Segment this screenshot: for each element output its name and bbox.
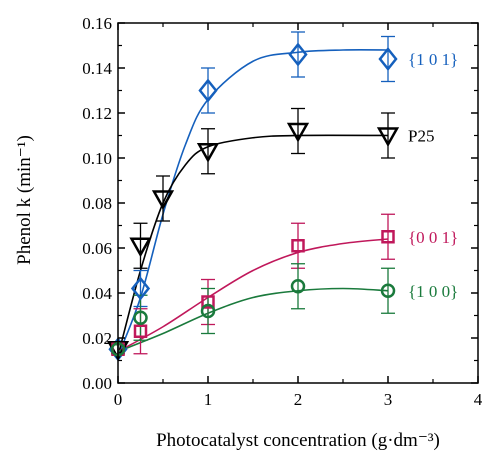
x-tick-label: 1 [204, 390, 213, 409]
y-axis-label: Phenol k (min⁻¹) [14, 135, 35, 265]
series-0-point [198, 78, 218, 103]
y-tick-label: 0.08 [82, 194, 112, 213]
y-tick-label: 0.04 [82, 284, 112, 303]
y-tick-label: 0.00 [82, 374, 112, 393]
x-tick-label: 4 [474, 390, 483, 409]
series-0-label: {1 0 1} [408, 50, 458, 69]
y-tick-label: 0.10 [82, 149, 112, 168]
series-2-point [291, 239, 305, 253]
fit-lines [117, 49, 389, 357]
series-3-point [200, 303, 216, 319]
series-1-point [129, 237, 152, 258]
series-3-point [133, 310, 148, 325]
series-3-label: {1 0 0} [408, 282, 458, 301]
y-tick-label: 0.16 [82, 14, 112, 33]
x-tick-label: 2 [294, 390, 303, 409]
x-axis-label: Photocatalyst concentration (g·dm⁻³) [156, 430, 440, 451]
series-1-point [196, 143, 220, 163]
series-1-label: P25 [408, 127, 434, 146]
series-2-point [201, 295, 215, 309]
markers [106, 42, 400, 362]
y-tick-label: 0.14 [82, 59, 112, 78]
y-tick-label: 0.06 [82, 239, 112, 258]
series-1-point [376, 127, 400, 148]
axes: 0 1 2 3 4 0.00 0.02 0.04 0.06 0.08 0.10 0.12 0.14 0.1… [82, 14, 483, 409]
x-tick-label: 3 [384, 390, 393, 409]
series-2-point [381, 230, 395, 244]
series-1-fit-line [117, 134, 389, 357]
error-bars [111, 31, 395, 355]
series-0-point [288, 42, 308, 67]
series-3-point [380, 283, 396, 298]
series-1-point [151, 190, 175, 211]
y-tick-label: 0.12 [82, 104, 112, 123]
series-0-fit-line [117, 49, 389, 357]
series-2-fit-line [117, 238, 389, 353]
series-2-point [133, 324, 148, 338]
series-3-point [290, 279, 306, 294]
series-labels: {1 0 1} P25 {0 0 1} {1 0 0} [408, 50, 458, 301]
series-1-point [286, 122, 310, 143]
y-tick-label: 0.02 [82, 329, 112, 348]
x-tick-label: 0 [114, 390, 123, 409]
series-3-fit-line [117, 287, 389, 353]
series-2-label: {0 0 1} [408, 228, 458, 247]
series-0-point [130, 276, 151, 301]
series-0-point [378, 46, 398, 72]
